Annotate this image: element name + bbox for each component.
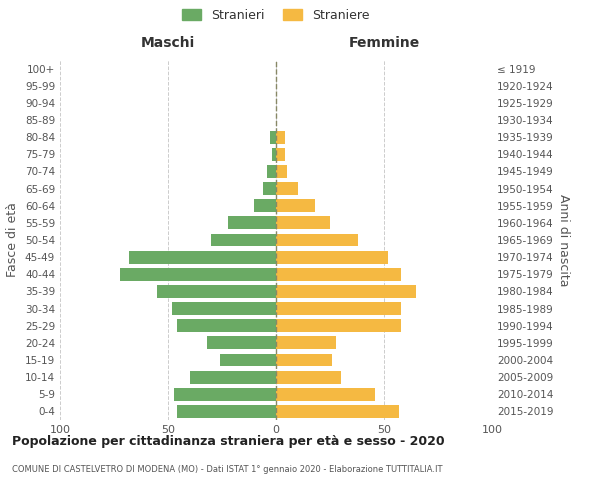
Bar — [176, 320, 276, 332]
Bar — [254, 200, 276, 212]
Bar — [229, 216, 276, 230]
Bar — [172, 302, 276, 315]
Text: Maschi: Maschi — [141, 36, 195, 50]
Bar — [175, 388, 276, 400]
Bar — [121, 268, 276, 280]
Legend: Stranieri, Straniere: Stranieri, Straniere — [182, 8, 370, 22]
Bar — [276, 285, 416, 298]
Bar — [276, 302, 401, 315]
Bar — [276, 336, 337, 349]
Bar — [263, 182, 276, 195]
Y-axis label: Fasce di età: Fasce di età — [7, 202, 19, 278]
Text: Femmine: Femmine — [349, 36, 419, 50]
Bar — [276, 148, 284, 160]
Bar — [276, 130, 284, 143]
Bar — [276, 354, 332, 366]
Bar — [276, 234, 358, 246]
Bar — [276, 268, 401, 280]
Bar — [129, 250, 276, 264]
Bar — [176, 405, 276, 418]
Text: Popolazione per cittadinanza straniera per età e sesso - 2020: Popolazione per cittadinanza straniera p… — [12, 435, 445, 448]
Bar — [157, 285, 276, 298]
Bar — [276, 370, 341, 384]
Bar — [276, 250, 388, 264]
Bar — [190, 370, 276, 384]
Bar — [276, 216, 330, 230]
Bar — [207, 336, 276, 349]
Bar — [211, 234, 276, 246]
Bar — [276, 405, 399, 418]
Bar — [276, 182, 298, 195]
Text: COMUNE DI CASTELVETRO DI MODENA (MO) - Dati ISTAT 1° gennaio 2020 - Elaborazione: COMUNE DI CASTELVETRO DI MODENA (MO) - D… — [12, 465, 443, 474]
Bar — [276, 388, 376, 400]
Bar — [268, 165, 276, 178]
Y-axis label: Anni di nascita: Anni di nascita — [557, 194, 570, 286]
Bar — [276, 320, 401, 332]
Bar — [220, 354, 276, 366]
Bar — [276, 165, 287, 178]
Bar — [272, 148, 276, 160]
Bar — [276, 200, 315, 212]
Bar — [269, 130, 276, 143]
